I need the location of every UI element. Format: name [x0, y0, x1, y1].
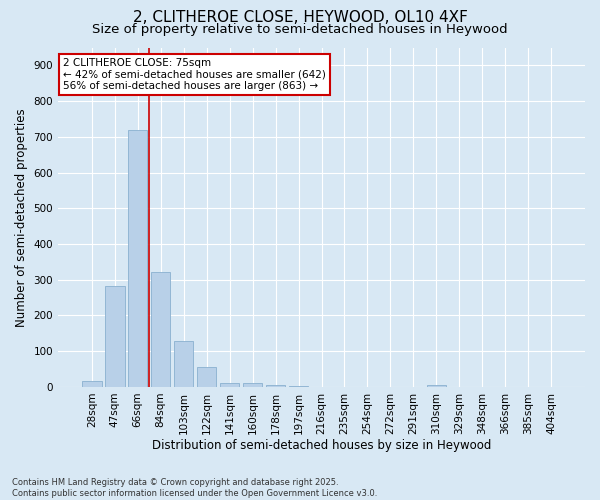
- Bar: [151, 272, 170, 387]
- Bar: [427, 385, 446, 387]
- Bar: [220, 382, 239, 387]
- Bar: [243, 384, 262, 387]
- X-axis label: Distribution of semi-detached houses by size in Heywood: Distribution of semi-detached houses by …: [152, 440, 491, 452]
- Text: 2 CLITHEROE CLOSE: 75sqm
← 42% of semi-detached houses are smaller (642)
56% of : 2 CLITHEROE CLOSE: 75sqm ← 42% of semi-d…: [64, 58, 326, 91]
- Y-axis label: Number of semi-detached properties: Number of semi-detached properties: [15, 108, 28, 326]
- Text: Contains HM Land Registry data © Crown copyright and database right 2025.
Contai: Contains HM Land Registry data © Crown c…: [12, 478, 377, 498]
- Bar: [266, 385, 286, 387]
- Bar: [174, 340, 193, 387]
- Bar: [105, 286, 125, 387]
- Text: Size of property relative to semi-detached houses in Heywood: Size of property relative to semi-detach…: [92, 22, 508, 36]
- Bar: [289, 386, 308, 387]
- Bar: [197, 368, 217, 387]
- Text: 2, CLITHEROE CLOSE, HEYWOOD, OL10 4XF: 2, CLITHEROE CLOSE, HEYWOOD, OL10 4XF: [133, 10, 467, 25]
- Bar: [128, 130, 148, 387]
- Bar: [82, 380, 101, 387]
